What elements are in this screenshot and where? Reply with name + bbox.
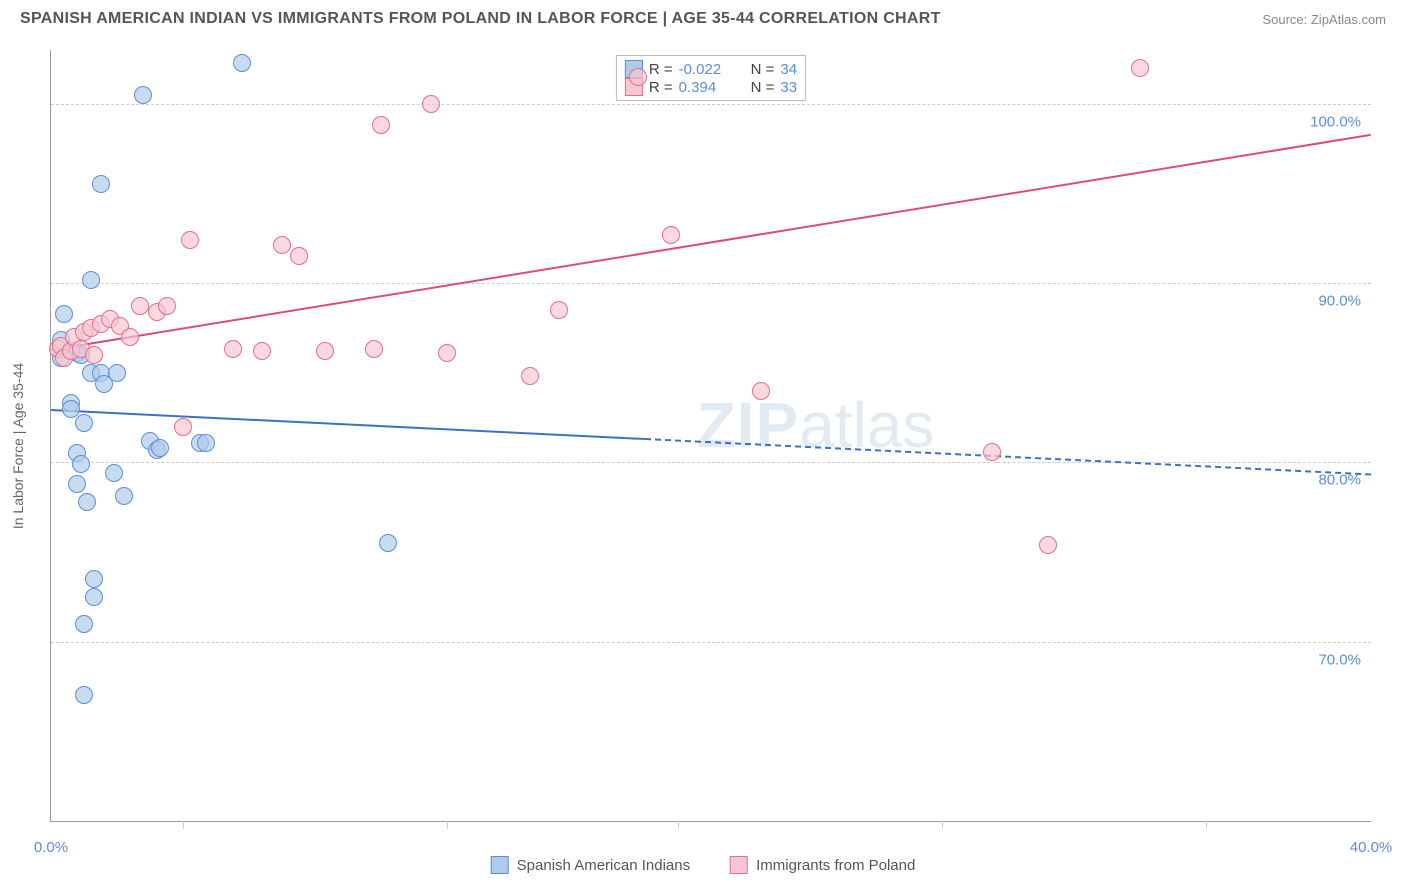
y-axis-title: In Labor Force | Age 35-44 bbox=[10, 363, 26, 529]
y-tick-label: 70.0% bbox=[1318, 651, 1361, 668]
y-tick-label: 100.0% bbox=[1310, 113, 1361, 130]
data-point bbox=[134, 86, 152, 104]
data-point bbox=[75, 686, 93, 704]
y-tick-label: 90.0% bbox=[1318, 293, 1361, 310]
watermark-bold: ZIP bbox=[697, 389, 800, 461]
trend-line bbox=[51, 409, 645, 440]
legend-item: Immigrants from Poland bbox=[730, 856, 915, 874]
data-point bbox=[85, 588, 103, 606]
data-point bbox=[372, 116, 390, 134]
n-label: N = bbox=[751, 79, 775, 96]
data-point bbox=[55, 305, 73, 323]
data-point bbox=[233, 54, 251, 72]
x-tick-label: 0.0% bbox=[34, 839, 68, 856]
data-point bbox=[68, 475, 86, 493]
data-point bbox=[85, 346, 103, 364]
series-legend: Spanish American Indians Immigrants from… bbox=[491, 856, 916, 874]
trend-line bbox=[645, 438, 1371, 475]
r-value: 0.394 bbox=[679, 79, 739, 96]
header: SPANISH AMERICAN INDIAN VS IMMIGRANTS FR… bbox=[0, 0, 1406, 36]
x-tick bbox=[942, 821, 943, 829]
data-point bbox=[422, 95, 440, 113]
r-label: R = bbox=[649, 79, 673, 96]
x-tick bbox=[678, 821, 679, 829]
legend-label: Immigrants from Poland bbox=[756, 857, 915, 874]
data-point bbox=[75, 414, 93, 432]
data-point bbox=[365, 340, 383, 358]
data-point bbox=[197, 434, 215, 452]
data-point bbox=[379, 534, 397, 552]
data-point bbox=[629, 68, 647, 86]
x-tick-label: 40.0% bbox=[1350, 839, 1393, 856]
data-point bbox=[158, 297, 176, 315]
gridline bbox=[51, 283, 1371, 284]
data-point bbox=[174, 418, 192, 436]
data-point bbox=[273, 236, 291, 254]
data-point bbox=[521, 367, 539, 385]
data-point bbox=[151, 439, 169, 457]
legend-label: Spanish American Indians bbox=[517, 857, 690, 874]
data-point bbox=[62, 400, 80, 418]
data-point bbox=[78, 493, 96, 511]
data-point bbox=[105, 464, 123, 482]
legend-row: R = 0.394 N = 33 bbox=[625, 78, 797, 96]
x-tick bbox=[183, 821, 184, 829]
data-point bbox=[72, 455, 90, 473]
data-point bbox=[662, 226, 680, 244]
n-label: N = bbox=[751, 61, 775, 78]
data-point bbox=[92, 175, 110, 193]
x-tick bbox=[447, 821, 448, 829]
data-point bbox=[290, 247, 308, 265]
data-point bbox=[108, 364, 126, 382]
data-point bbox=[438, 344, 456, 362]
gridline bbox=[51, 104, 1371, 105]
data-point bbox=[752, 382, 770, 400]
data-point bbox=[224, 340, 242, 358]
legend-item: Spanish American Indians bbox=[491, 856, 690, 874]
data-point bbox=[85, 570, 103, 588]
data-point bbox=[181, 231, 199, 249]
data-point bbox=[75, 615, 93, 633]
legend-swatch-icon bbox=[491, 856, 509, 874]
r-value: -0.022 bbox=[679, 61, 739, 78]
n-value: 33 bbox=[780, 79, 797, 96]
scatter-chart: R = -0.022 N = 34 R = 0.394 N = 33 ZIPat… bbox=[50, 50, 1371, 822]
data-point bbox=[131, 297, 149, 315]
legend-swatch-icon bbox=[730, 856, 748, 874]
r-label: R = bbox=[649, 61, 673, 78]
data-point bbox=[983, 443, 1001, 461]
chart-title: SPANISH AMERICAN INDIAN VS IMMIGRANTS FR… bbox=[20, 10, 941, 28]
n-value: 34 bbox=[780, 61, 797, 78]
x-tick bbox=[1206, 821, 1207, 829]
gridline bbox=[51, 642, 1371, 643]
data-point bbox=[1039, 536, 1057, 554]
data-point bbox=[82, 271, 100, 289]
trend-line bbox=[51, 134, 1371, 351]
legend-row: R = -0.022 N = 34 bbox=[625, 60, 797, 78]
data-point bbox=[115, 487, 133, 505]
data-point bbox=[550, 301, 568, 319]
source-label: Source: ZipAtlas.com bbox=[1262, 12, 1386, 27]
data-point bbox=[121, 328, 139, 346]
data-point bbox=[316, 342, 334, 360]
data-point bbox=[1131, 59, 1149, 77]
data-point bbox=[253, 342, 271, 360]
